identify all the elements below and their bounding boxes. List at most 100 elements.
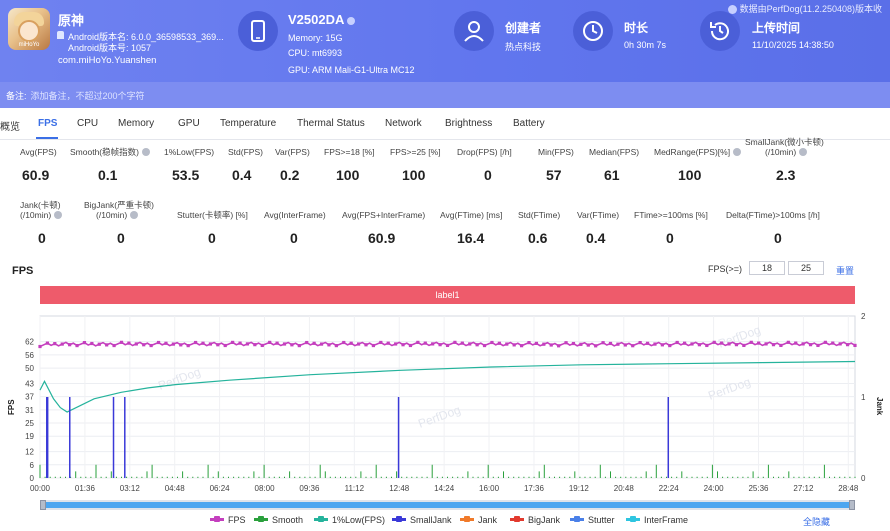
x-tick-label: 12:48: [389, 484, 410, 493]
fps-marker: [638, 340, 642, 345]
scrollbar-right-handle[interactable]: [849, 500, 855, 510]
fps-marker: [727, 342, 731, 346]
label-marker-bar[interactable]: label1: [40, 286, 855, 304]
stat-value: 0.4: [232, 167, 252, 183]
fps-marker: [542, 342, 546, 346]
x-tick-label: 17:36: [524, 484, 545, 493]
fps-marker: [786, 340, 790, 344]
fps-marker: [660, 343, 664, 347]
hide-all-button[interactable]: 全隐藏: [803, 517, 831, 527]
app-package: com.miHoYo.Yuanshen: [58, 55, 157, 66]
user-icon: [454, 11, 494, 51]
fps-threshold-2-input[interactable]: [788, 261, 824, 275]
stat-value: 100: [336, 167, 360, 183]
legend-jank[interactable]: Jank: [460, 515, 497, 525]
tab-brightness[interactable]: Brightness: [445, 118, 493, 129]
creator-value: 热点科技: [505, 42, 542, 52]
help-icon[interactable]: [799, 148, 808, 156]
stat-label: Var(FPS): [275, 147, 310, 157]
remark-bar[interactable]: 备注: 添加备注，不超过200个字符: [0, 82, 890, 108]
x-tick-label: 06:24: [210, 484, 231, 493]
history-icon: [700, 11, 740, 51]
help-icon[interactable]: [54, 211, 63, 219]
legend-smooth[interactable]: Smooth: [254, 515, 303, 525]
device-cpu: CPU: mt6993: [288, 48, 343, 58]
fps-marker: [845, 343, 850, 347]
fps-marker: [757, 341, 761, 345]
legend-interframe[interactable]: InterFrame: [626, 515, 688, 525]
y2-tick-label: 0: [861, 474, 866, 483]
stat-label: BigJank(严重卡顿): [84, 200, 154, 210]
y-tick-label: 25: [25, 419, 34, 428]
fps-marker: [305, 340, 309, 345]
x-tick-label: 03:12: [120, 484, 141, 493]
scrollbar-range[interactable]: [46, 502, 849, 508]
reset-button[interactable]: 重置: [836, 266, 855, 276]
fps-marker: [690, 342, 694, 346]
tab-gpu[interactable]: GPU: [178, 118, 200, 129]
fps-marker: [245, 342, 250, 346]
fps-threshold-1-input[interactable]: [749, 261, 785, 275]
app-icon-face: [18, 20, 40, 42]
scrollbar-left-handle[interactable]: [40, 500, 46, 510]
fps-marker: [386, 341, 390, 345]
app-version-name: Android版本名: 6.0.0_36598533_369...: [57, 30, 224, 43]
fps-marker: [453, 340, 457, 344]
legend-swatch: [210, 516, 224, 522]
remark-input[interactable]: 添加备注，不超过200个字符: [30, 91, 145, 101]
fps-marker: [838, 342, 842, 346]
stat-value: 60.9: [22, 167, 50, 183]
fps-marker: [445, 343, 450, 348]
tab-temperature[interactable]: Temperature: [220, 118, 277, 129]
stat-label: Drop(FPS) [/h]: [457, 147, 512, 157]
fps-marker: [675, 340, 679, 345]
stat-label: Std(FTime): [518, 210, 561, 220]
tab-memory[interactable]: Memory: [118, 118, 155, 129]
x-tick-label: 09:36: [299, 484, 320, 493]
stat-value: 0.4: [586, 230, 606, 246]
watermark-text: PerfDog: [156, 365, 202, 393]
stat-value: 100: [402, 167, 426, 183]
help-icon[interactable]: [141, 148, 150, 156]
info-icon[interactable]: [347, 16, 356, 25]
fps-marker: [127, 341, 131, 345]
watermark-text: PerfDog: [716, 323, 762, 351]
fps-marker: [779, 343, 783, 348]
fps-marker: [601, 341, 605, 345]
fps-marker: [549, 343, 553, 347]
stat-label: Median(FPS): [589, 147, 640, 157]
tab-thermal-status[interactable]: Thermal Status: [297, 118, 365, 129]
fps-marker: [342, 340, 346, 345]
app-version-name-text: Android版本名: 6.0.0_36598533_369...: [68, 32, 224, 42]
fps-marker: [557, 344, 561, 348]
legend-fps[interactable]: FPS: [210, 515, 246, 525]
legend-big-jank[interactable]: BigJank: [510, 515, 560, 525]
series-smooth: [39, 464, 856, 478]
fps-marker: [156, 340, 161, 345]
help-icon[interactable]: [130, 211, 139, 219]
y-tick-label: 0: [30, 474, 35, 483]
help-icon[interactable]: [733, 148, 742, 156]
tab-cpu[interactable]: CPU: [77, 118, 99, 129]
fps-marker: [534, 341, 539, 346]
tab-fps[interactable]: FPS: [38, 118, 58, 129]
tab-overview[interactable]: 概览: [0, 122, 20, 133]
legend-1-low[interactable]: 1%Low(FPS): [314, 515, 385, 525]
fps-marker: [38, 344, 42, 349]
fps-marker: [645, 341, 650, 345]
timeline-scrollbar[interactable]: [40, 500, 855, 510]
tab-battery[interactable]: Battery: [513, 118, 545, 129]
fps-threshold-label: FPS(>=): [708, 264, 743, 274]
legend-stutter[interactable]: Stutter: [570, 515, 615, 525]
fps-marker: [312, 341, 316, 345]
duration-title: 时长: [624, 21, 649, 35]
fps-marker: [408, 343, 413, 348]
stat-value: 0: [208, 230, 216, 246]
chart-title: FPS: [12, 265, 34, 277]
fps-marker: [460, 341, 464, 345]
stat-value: 16.4: [457, 230, 485, 246]
fps-marker: [45, 341, 50, 345]
tab-network[interactable]: Network: [385, 118, 422, 129]
legend-small-jank[interactable]: SmallJank: [392, 515, 452, 525]
